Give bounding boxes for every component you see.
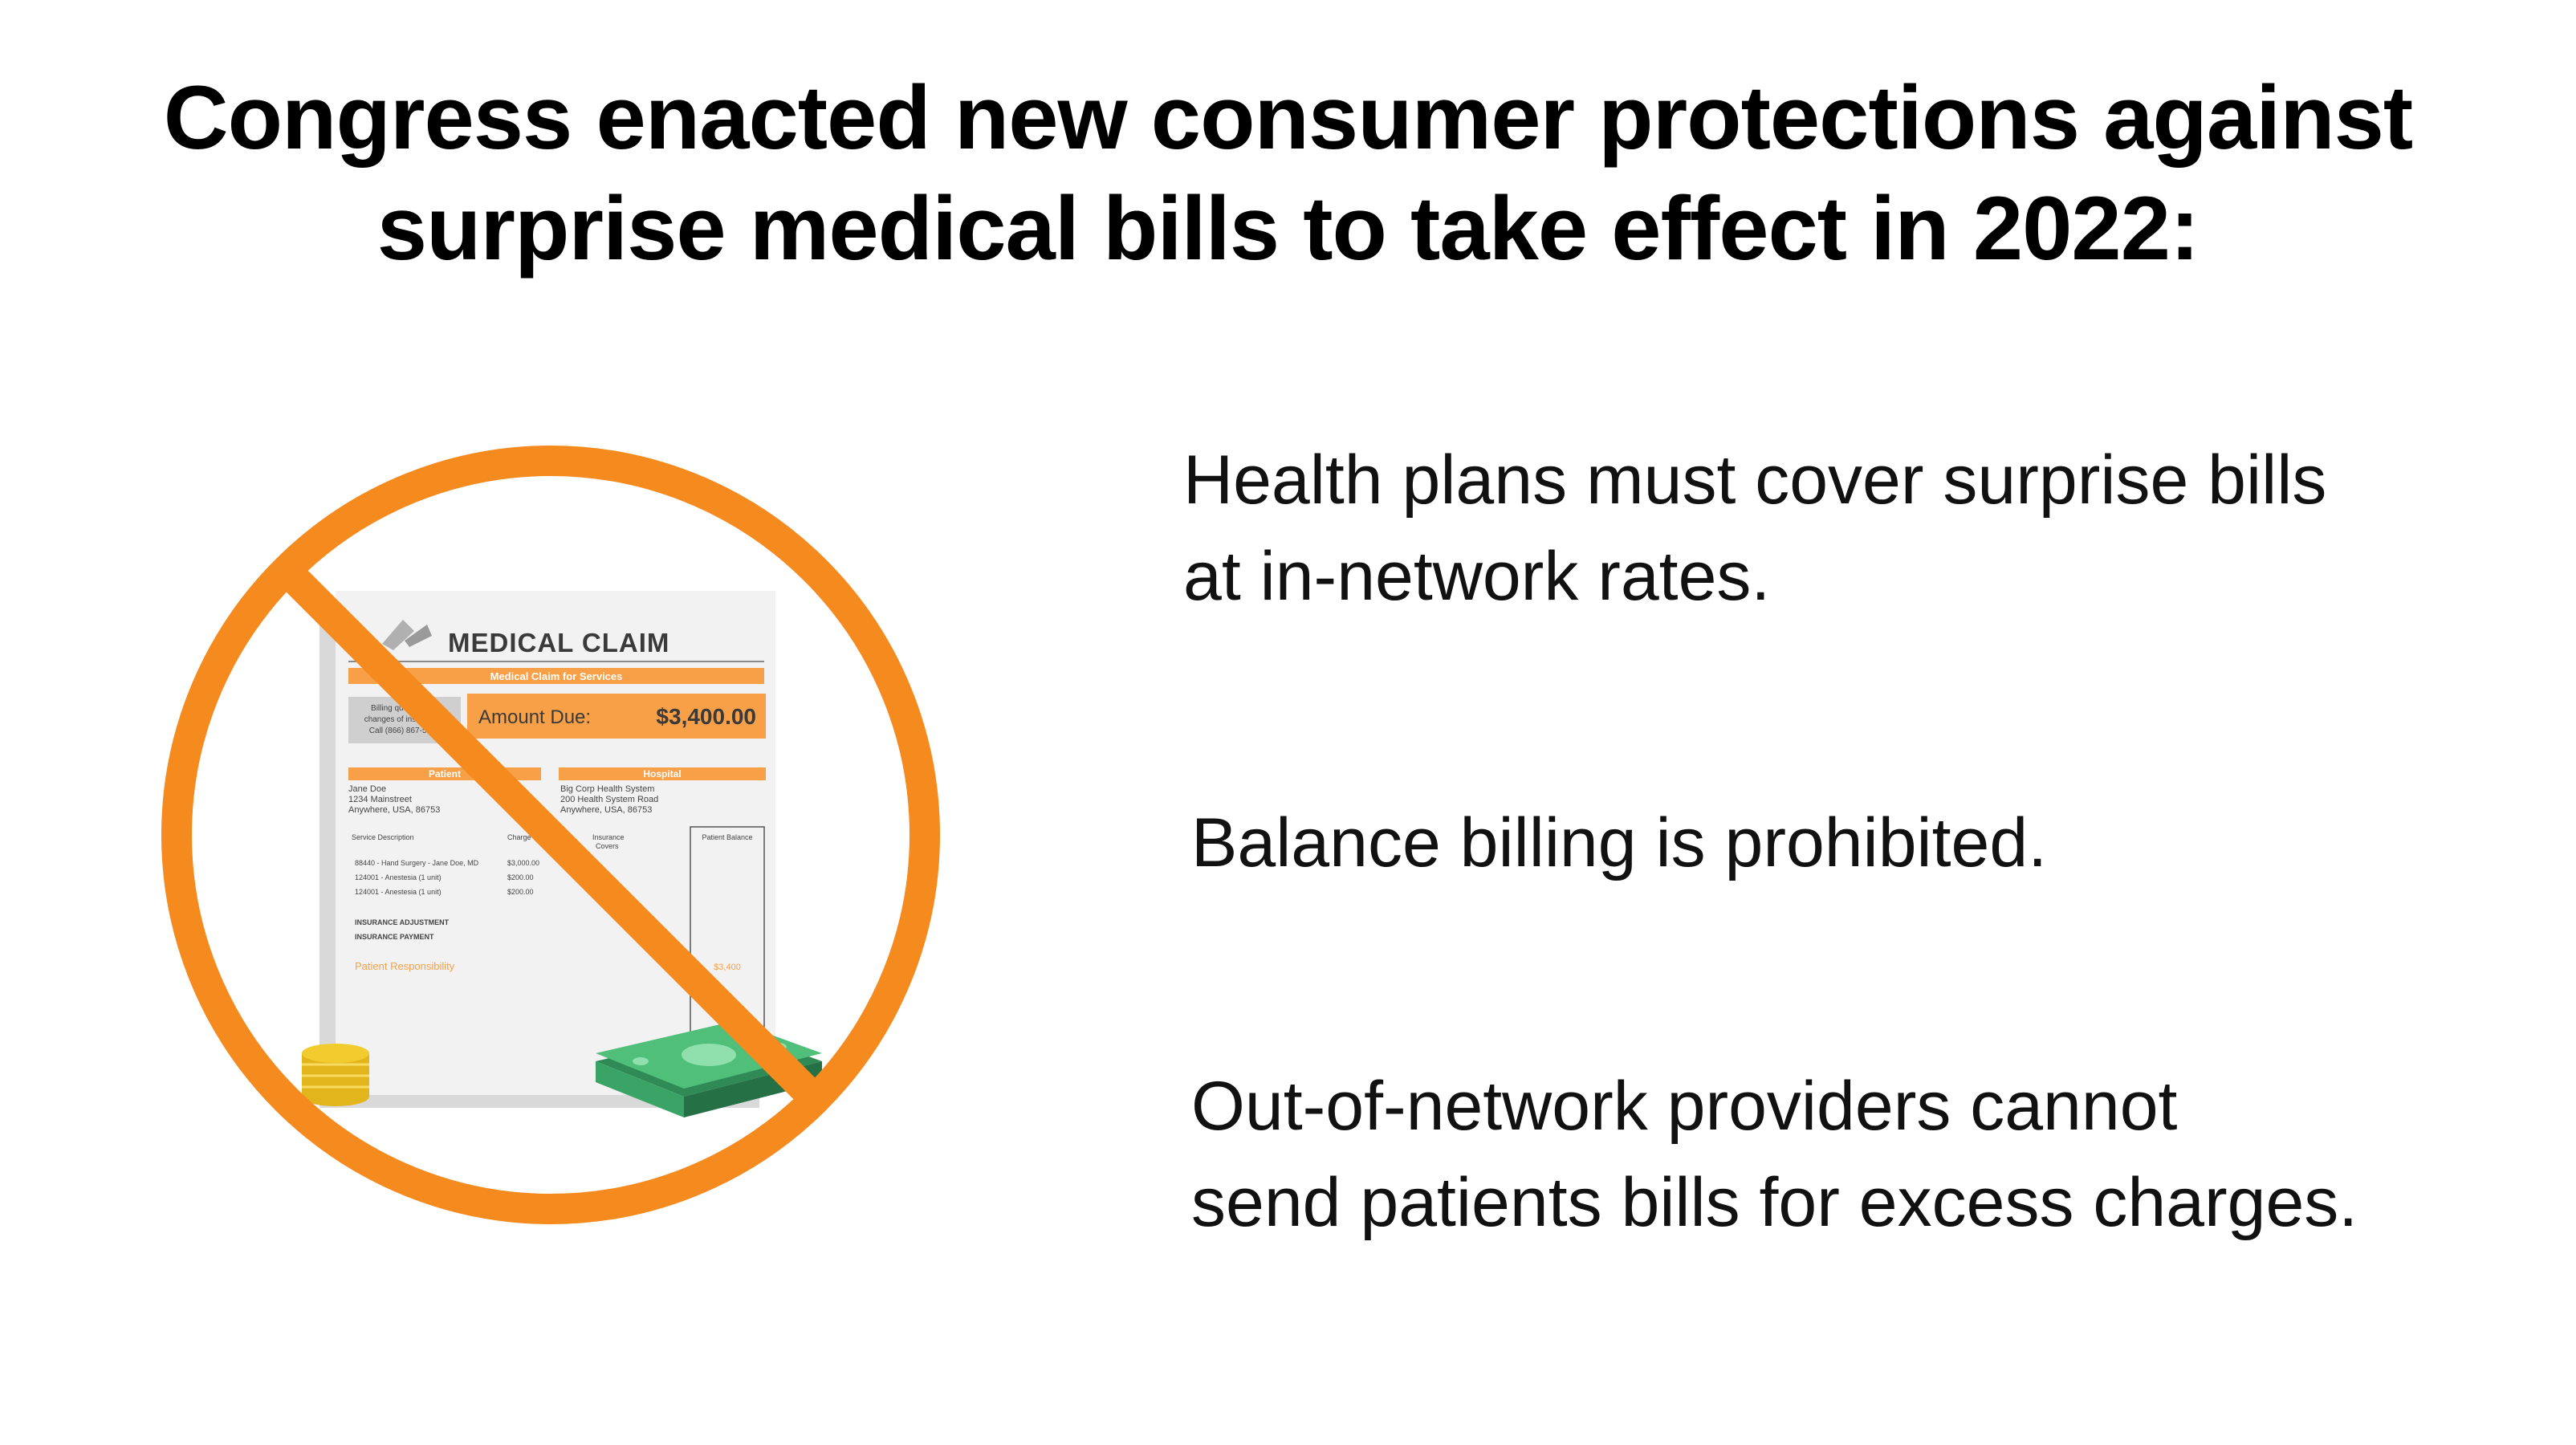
claim-title: MEDICAL CLAIM	[448, 628, 669, 657]
protection-point-2: Balance billing is prohibited.	[1191, 795, 2047, 891]
amount-due-label: Amount Due:	[478, 706, 591, 728]
patient-header: Patient	[429, 768, 461, 779]
claim-subtitle-bar	[348, 668, 764, 684]
amount-due-value: $3,400.00	[656, 704, 756, 729]
patient-responsibility-label: Patient Responsibility	[355, 960, 455, 972]
hospital-name: Big Corp Health System	[560, 784, 654, 794]
insurance-adjustment-label: INSURANCE ADJUSTMENT	[355, 918, 450, 926]
protection-point-3: Out-of-network providers cannot send pat…	[1191, 1058, 2358, 1251]
coin-stack-icon	[302, 1044, 369, 1106]
hospital-header-bar	[559, 767, 766, 780]
insurance-payment-label: INSURANCE PAYMENT	[355, 933, 434, 941]
protection-point-3-line-1: Out-of-network providers cannot	[1191, 1068, 2178, 1145]
line-item-charge: $200.00	[507, 888, 534, 896]
headline: Congress enacted new consumer protection…	[0, 63, 2576, 284]
col-charge: Charge	[507, 833, 531, 841]
col-service: Service Description	[352, 833, 414, 841]
col-insurance-1: Insurance	[592, 833, 625, 841]
headline-line-1: Congress enacted new consumer protection…	[163, 67, 2413, 168]
claim-subtitle: Medical Claim for Services	[490, 670, 623, 682]
line-item-desc: 88440 - Hand Surgery - Jane Doe, MD	[355, 859, 479, 867]
amount-due-box	[467, 694, 766, 739]
protection-point-3-line-2: send patients bills for excess charges.	[1191, 1164, 2358, 1241]
line-item-desc: 124001 - Anestesia (1 unit)	[355, 873, 442, 881]
line-item-charge: $200.00	[507, 873, 534, 881]
patient-city: Anywhere, USA, 86753	[348, 805, 440, 815]
caduceus-logo-icon	[382, 620, 432, 650]
line-item-desc: 124001 - Anestesia (1 unit)	[355, 888, 442, 896]
billing-note-3: Call (866) 867-5309	[369, 727, 441, 735]
no-symbol-icon	[161, 446, 940, 1224]
hospital-header: Hospital	[643, 768, 681, 779]
col-insurance-2: Covers	[596, 842, 619, 850]
col-balance: Patient Balance	[702, 833, 752, 841]
protection-point-1: Health plans must cover surprise bills a…	[1183, 432, 2326, 625]
patient-responsibility-value: $3,400	[714, 963, 741, 972]
hospital-city: Anywhere, USA, 86753	[560, 805, 652, 815]
hospital-street: 200 Health System Road	[560, 795, 658, 804]
patient-name: Jane Doe	[348, 784, 386, 794]
protection-point-1-line-2: at in-network rates.	[1183, 538, 1771, 615]
medical-claim-illustration: MEDICAL CLAIM Medical Claim for Services…	[149, 434, 984, 1268]
protection-point-1-line-1: Health plans must cover surprise bills	[1183, 442, 2327, 519]
line-item-charge: $3,000.00	[507, 859, 539, 867]
billing-note-2: changes of insurance?	[364, 715, 446, 724]
headline-line-2: surprise medical bills to take effect in…	[376, 178, 2200, 279]
protection-point-2-line-1: Balance billing is prohibited.	[1191, 804, 2048, 881]
patient-street: 1234 Mainstreet	[348, 795, 412, 804]
